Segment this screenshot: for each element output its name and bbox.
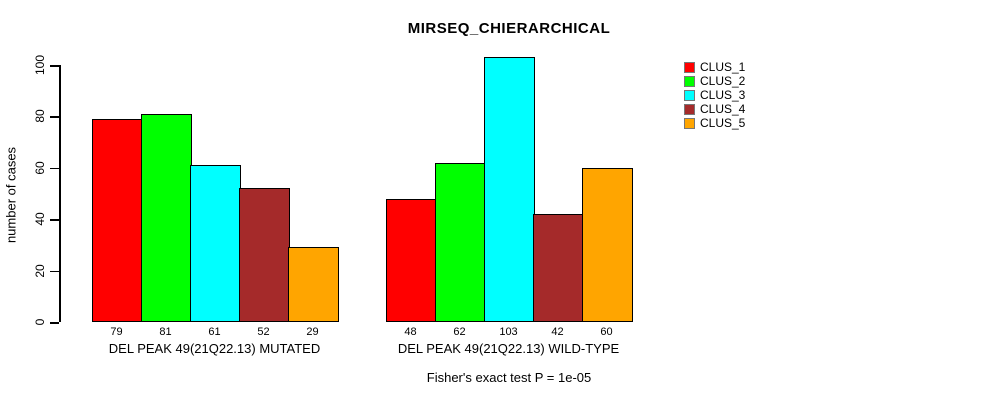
bar-value-label: 81 xyxy=(159,326,172,338)
y-tick-mark xyxy=(50,65,59,67)
legend-label: CLUS_2 xyxy=(700,74,746,88)
bar-clus_3-group-1 xyxy=(190,165,241,322)
y-tick-label: 60 xyxy=(33,161,47,175)
bar-value-label: 103 xyxy=(499,326,518,338)
group-label: DEL PEAK 49(21Q22.13) WILD-TYPE xyxy=(397,341,620,356)
y-tick-mark xyxy=(50,322,59,324)
legend-swatch-icon xyxy=(684,89,695,101)
bar-value-label: 79 xyxy=(110,326,123,338)
bar-clus_1-group-1 xyxy=(92,118,143,322)
bar-value-label: 61 xyxy=(208,326,221,338)
bar-clus_2-group-2 xyxy=(435,162,486,322)
legend-label: CLUS_4 xyxy=(700,102,746,116)
bar-clus_5-group-2 xyxy=(582,167,633,322)
legend-entry-clus_2: CLUS_2 xyxy=(684,74,745,88)
y-tick-mark xyxy=(50,116,59,118)
legend-swatch-icon xyxy=(684,61,695,73)
bar-value-label: 52 xyxy=(257,326,270,338)
y-tick-label: 0 xyxy=(33,318,47,326)
bar-clus_4-group-2 xyxy=(533,214,584,322)
legend-label: CLUS_1 xyxy=(700,60,746,74)
legend-entry-clus_4: CLUS_4 xyxy=(684,102,745,116)
group-label: DEL PEAK 49(21Q22.13) MUTATED xyxy=(108,341,321,356)
y-tick-label: 80 xyxy=(33,109,47,124)
y-tick-label: 100 xyxy=(33,54,47,76)
legend-label: CLUS_3 xyxy=(700,88,746,102)
bar-clus_4-group-1 xyxy=(239,188,290,322)
bar-clus_5-group-1 xyxy=(288,247,339,322)
y-axis-line xyxy=(59,65,61,322)
bar-value-label: 60 xyxy=(600,326,613,338)
bar-value-label: 48 xyxy=(404,326,417,338)
y-tick-mark xyxy=(50,270,59,273)
legend-swatch-icon xyxy=(684,103,695,115)
bar-clus_3-group-2 xyxy=(484,57,535,322)
bar-clus_2-group-1 xyxy=(141,113,192,322)
y-tick-mark xyxy=(50,167,59,170)
footer-note: Fisher's exact test P = 1e-05 xyxy=(426,370,592,385)
y-tick-label: 20 xyxy=(33,263,47,278)
legend-swatch-icon xyxy=(684,117,695,129)
bar-value-label: 62 xyxy=(453,326,466,338)
bar-clus_1-group-2 xyxy=(386,198,437,322)
legend-entry-clus_1: CLUS_1 xyxy=(684,60,745,74)
legend-swatch-icon xyxy=(684,75,695,87)
y-axis-title: number of cases xyxy=(3,146,19,244)
legend: CLUS_1 CLUS_2 CLUS_3 CLUS_4 CLUS_5 xyxy=(684,60,745,130)
chart-title: MIRSEQ_CHIERARCHICAL xyxy=(407,20,611,37)
legend-entry-clus_3: CLUS_3 xyxy=(684,88,745,102)
legend-label: CLUS_5 xyxy=(700,116,746,130)
legend-entry-clus_5: CLUS_5 xyxy=(684,116,745,130)
bar-value-label: 42 xyxy=(551,326,564,338)
y-tick-mark xyxy=(50,219,59,221)
bar-value-label: 29 xyxy=(306,326,319,338)
y-tick-label: 40 xyxy=(33,212,47,226)
